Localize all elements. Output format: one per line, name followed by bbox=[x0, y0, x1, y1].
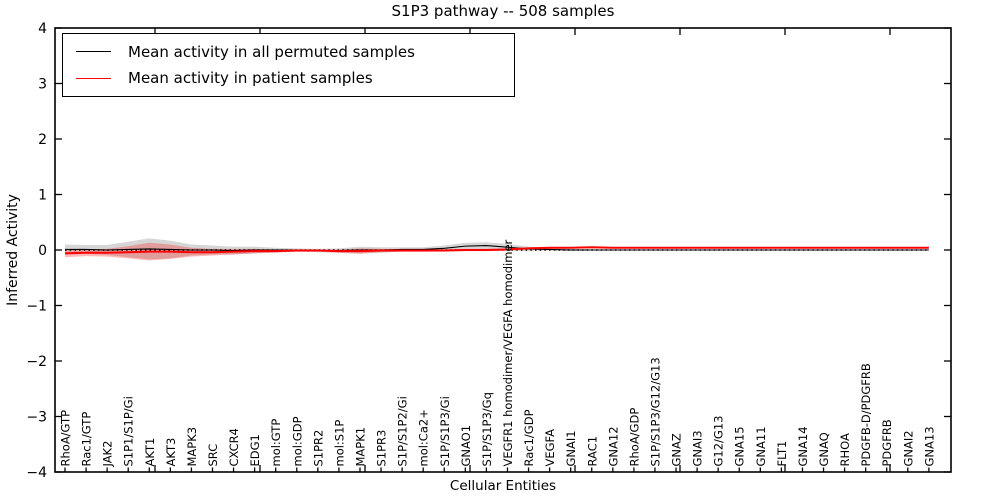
y-tick-label: −3 bbox=[26, 410, 47, 426]
x-entity-label: Rac1/GTP bbox=[80, 412, 94, 467]
x-entity-label: PDGFB-D/PDGFRB bbox=[859, 363, 873, 466]
x-entity-label: S1P1/S1P/Gi bbox=[122, 396, 136, 466]
x-entity-label: S1P/S1P3/G12/G13 bbox=[648, 357, 662, 466]
x-entity-label: GNAO1 bbox=[459, 425, 473, 467]
x-entity-label: RHOA bbox=[838, 433, 852, 466]
x-entity-label: mol:S1P bbox=[332, 420, 346, 467]
x-entity-label: GNAI1 bbox=[564, 430, 578, 466]
x-entity-label: mol:GDP bbox=[290, 416, 304, 466]
x-entity-label: mol:GTP bbox=[269, 419, 283, 467]
x-entity-label: Rac1/GDP bbox=[522, 409, 536, 466]
x-entity-label: SRC bbox=[206, 444, 220, 467]
x-entity-label: S1PR3 bbox=[375, 430, 389, 467]
x-entity-label: GNAZ bbox=[670, 433, 684, 466]
x-entity-label: GNA12 bbox=[606, 426, 620, 466]
y-tick-label: −2 bbox=[26, 354, 47, 370]
x-entity-label: GNAI3 bbox=[691, 430, 705, 466]
x-entity-label: VEGFR1 homodimer/VEGFA homodimer bbox=[501, 239, 515, 466]
x-entity-label: S1P/S1P3/Gq bbox=[480, 392, 494, 466]
chart-title: S1P3 pathway -- 508 samples bbox=[391, 2, 615, 20]
x-entity-label: RhoA/GDP bbox=[627, 408, 641, 467]
y-tick-label: 2 bbox=[38, 132, 47, 148]
x-entity-label: AKT1 bbox=[143, 438, 157, 467]
legend-label-permuted: Mean activity in all permuted samples bbox=[128, 42, 415, 61]
y-tick-label: 1 bbox=[38, 188, 47, 204]
x-entity-label: GNA14 bbox=[796, 426, 810, 466]
x-entity-label: EDG1 bbox=[248, 434, 262, 466]
legend-item-patient: Mean activity in patient samples bbox=[63, 69, 514, 87]
x-entity-label: GNA13 bbox=[922, 426, 936, 466]
x-entity-label: RhoA/GTP bbox=[59, 410, 73, 467]
x-entity-label: GNA11 bbox=[754, 426, 768, 466]
x-entity-label: GNAQ bbox=[817, 432, 831, 466]
x-entity-label: JAK2 bbox=[101, 441, 115, 468]
x-entity-label: GNAI2 bbox=[901, 430, 915, 466]
x-entity-label: RAC1 bbox=[585, 436, 599, 467]
y-tick-label: 4 bbox=[38, 21, 47, 37]
y-tick-label: 0 bbox=[38, 243, 47, 259]
x-entity-label: PDGFRB bbox=[880, 419, 894, 466]
x-entity-label: GNA15 bbox=[733, 426, 747, 466]
y-tick-label: −4 bbox=[26, 465, 47, 481]
x-entity-label: G12/G13 bbox=[712, 416, 726, 467]
y-tick-label: −1 bbox=[26, 299, 47, 315]
x-entity-label: AKT3 bbox=[164, 438, 178, 467]
x-entity-label: FLT1 bbox=[775, 441, 789, 467]
y-tick-label: 3 bbox=[38, 77, 47, 93]
series-line-1 bbox=[64, 246, 929, 255]
series-line-0 bbox=[65, 245, 929, 252]
legend: Mean activity in all permuted samples Me… bbox=[62, 33, 515, 97]
x-axis-label: Cellular Entities bbox=[449, 478, 557, 494]
x-entity-label: S1P/S1P3/Gi bbox=[438, 396, 452, 466]
x-entity-label: S1P/S1P2/Gi bbox=[396, 396, 410, 466]
legend-item-permuted: Mean activity in all permuted samples bbox=[63, 43, 514, 61]
x-entity-label: VEGFA bbox=[543, 429, 557, 467]
x-entity-label: MAPK3 bbox=[185, 427, 199, 467]
legend-line-permuted-icon bbox=[76, 51, 111, 53]
x-entity-label: S1PR2 bbox=[311, 430, 325, 467]
x-entity-label: MAPK1 bbox=[353, 427, 367, 467]
legend-label-patient: Mean activity in patient samples bbox=[128, 69, 373, 88]
x-entity-label: CXCR4 bbox=[227, 428, 241, 466]
legend-line-patient-icon bbox=[76, 77, 111, 79]
x-entity-label: mol:Ca2+ bbox=[417, 409, 431, 466]
